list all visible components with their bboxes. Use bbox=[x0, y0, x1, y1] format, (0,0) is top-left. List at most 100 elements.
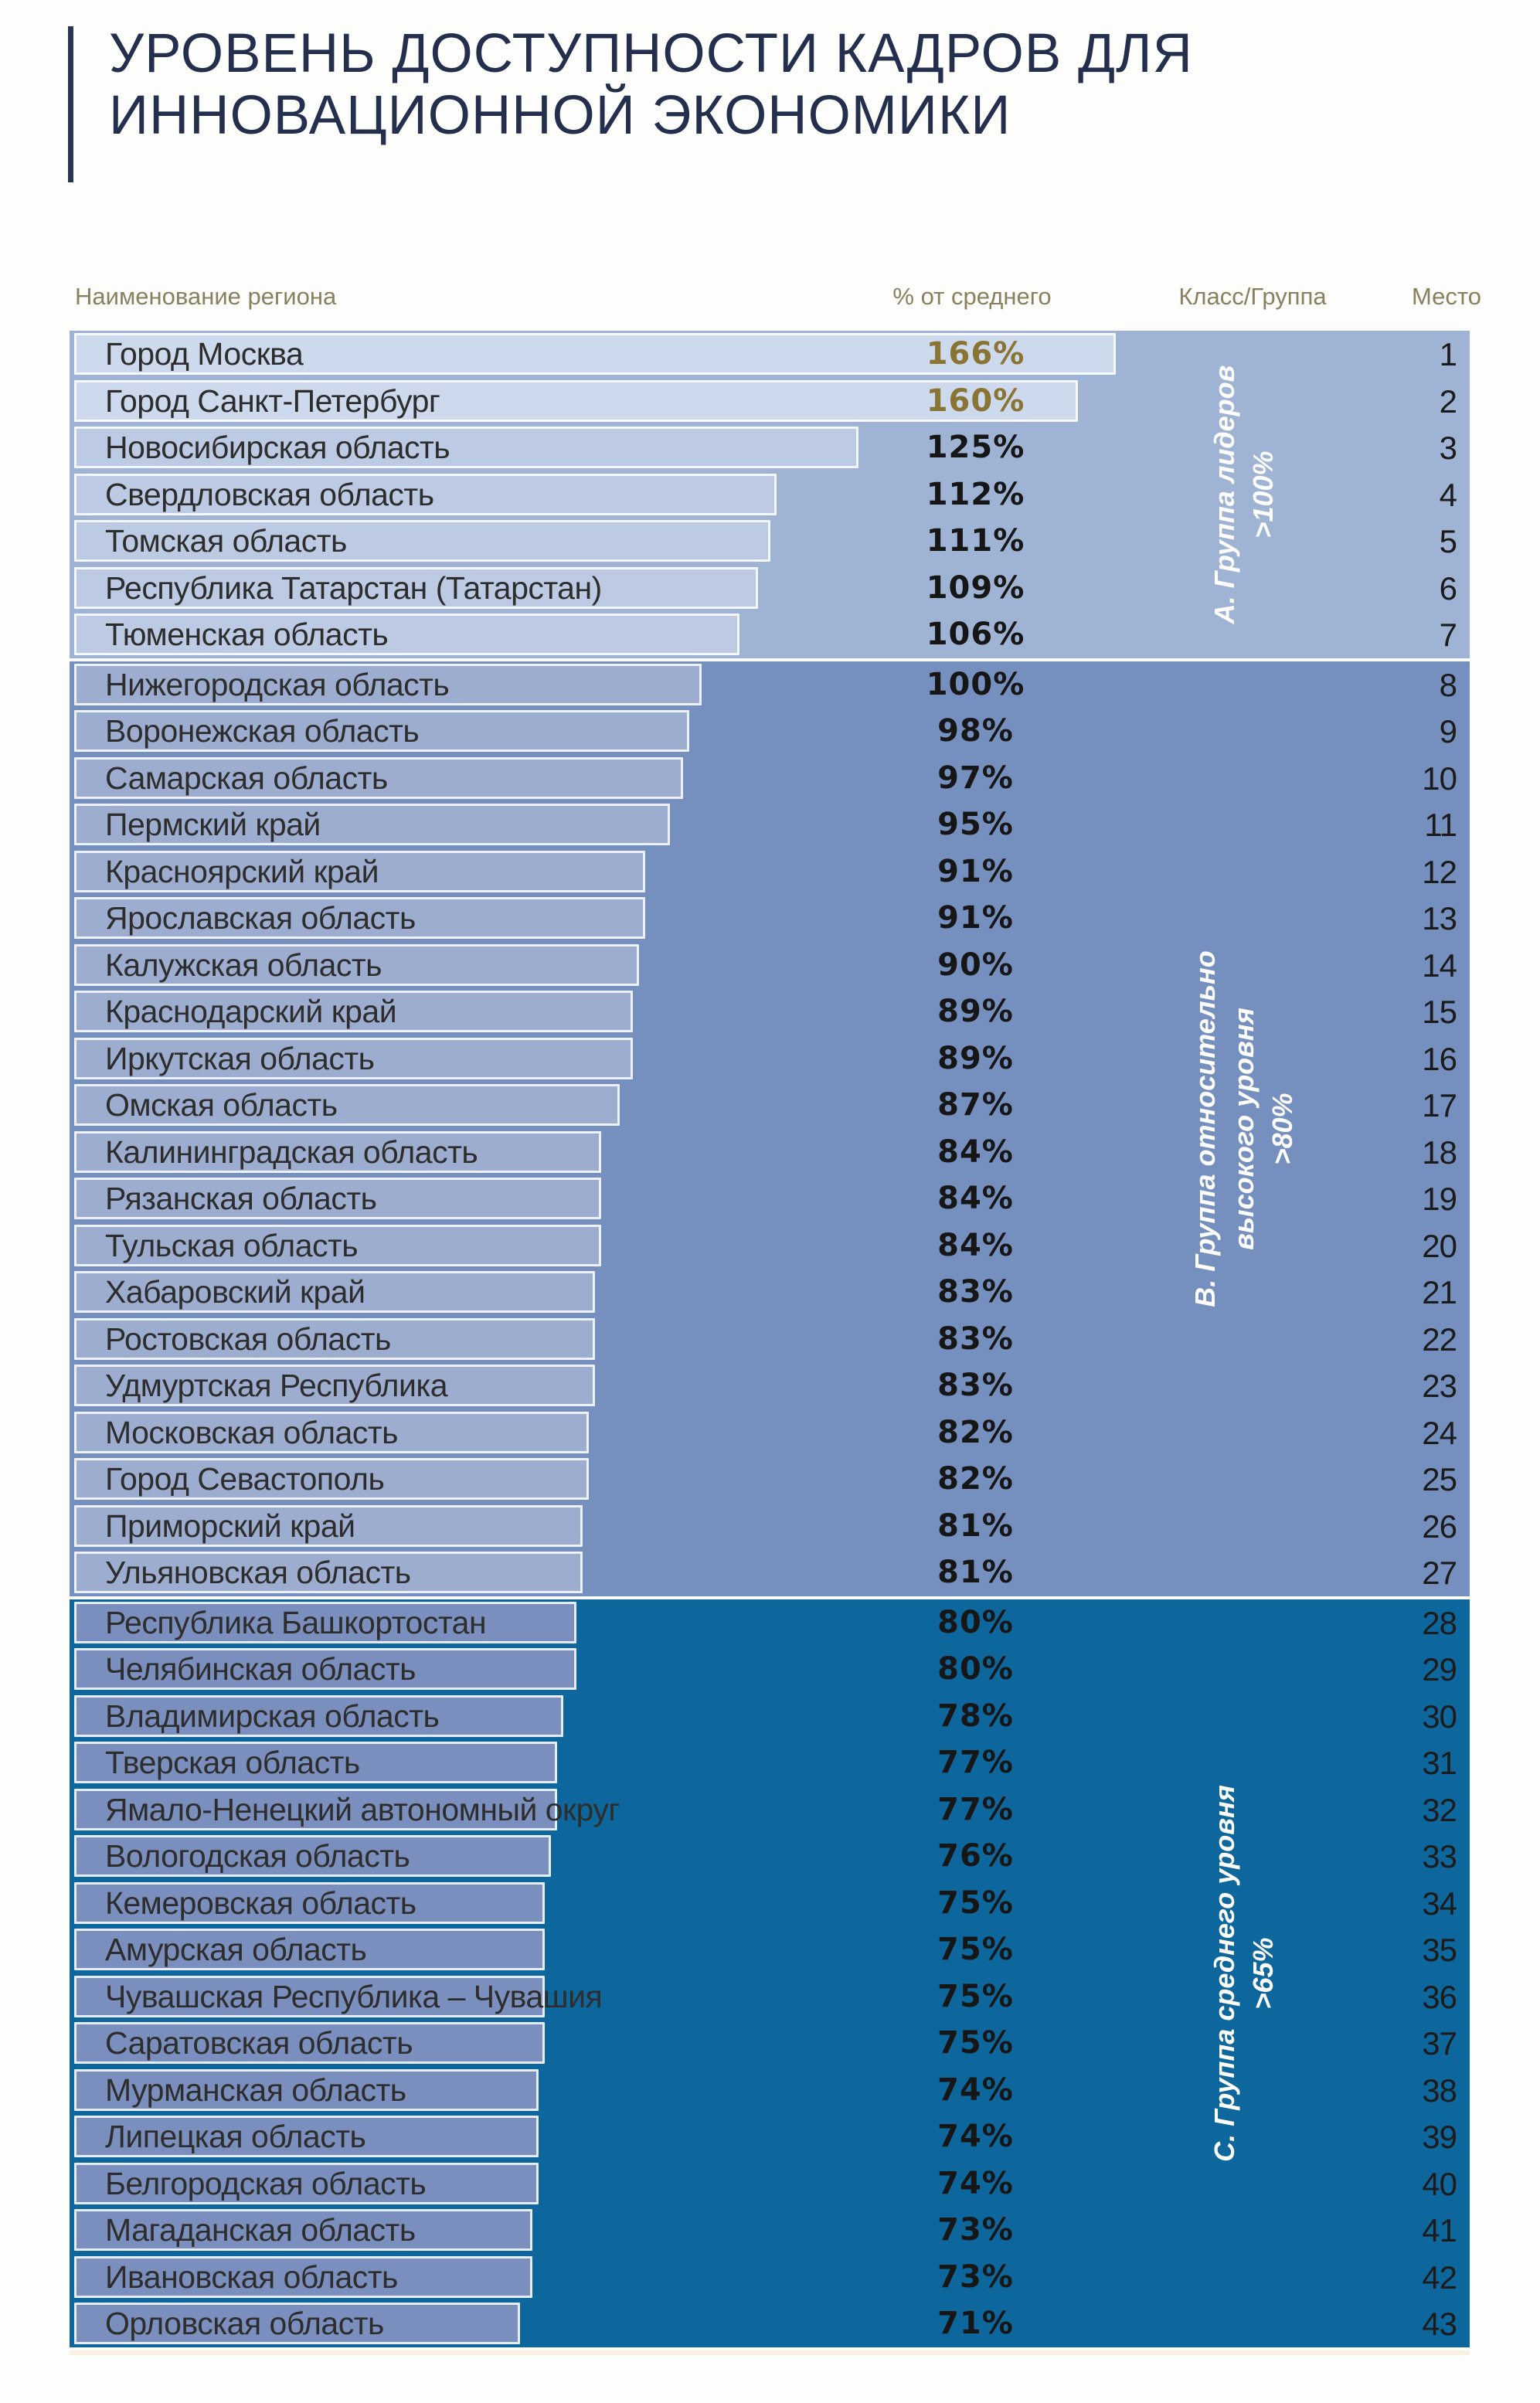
table-row: Город Москва 166% 1 bbox=[70, 331, 1470, 378]
region-name: Калининградская область bbox=[105, 1134, 478, 1170]
place-number: 35 bbox=[1422, 1932, 1457, 1968]
value-bar bbox=[74, 663, 702, 705]
percent-value: 83% bbox=[937, 1274, 1014, 1310]
percent-value: 91% bbox=[937, 900, 1014, 936]
region-name: Республика Башкортостан bbox=[105, 1604, 487, 1640]
percent-value: 84% bbox=[937, 1227, 1014, 1263]
percent-value: 74% bbox=[937, 2165, 1014, 2201]
table-row: Липецкая область 74% 39 bbox=[70, 2113, 1470, 2160]
place-number: 4 bbox=[1439, 476, 1457, 513]
value-bar bbox=[74, 2162, 539, 2204]
region-name: Тверская область bbox=[105, 1745, 360, 1780]
region-name: Ямало-Ненецкий автономный округ bbox=[105, 1791, 620, 1827]
value-bar bbox=[74, 1317, 595, 1360]
region-name: Удмуртская Республика bbox=[105, 1368, 448, 1403]
table-row: Республика Башкортостан 80% 28 bbox=[70, 1599, 1470, 1647]
place-number: 12 bbox=[1422, 853, 1457, 890]
percent-value: 77% bbox=[937, 1745, 1014, 1780]
region-name: Краснодарский край bbox=[105, 994, 397, 1029]
region-name: Чувашская Республика – Чувашия bbox=[105, 1978, 603, 2014]
table-row: Нижегородская область 100% 8 bbox=[70, 661, 1470, 709]
percent-value: 89% bbox=[937, 994, 1014, 1029]
value-bar bbox=[74, 1084, 620, 1126]
region-name: Московская область bbox=[105, 1414, 398, 1450]
region-name: Орловская область bbox=[105, 2306, 384, 2341]
value-bar bbox=[74, 1411, 589, 1453]
region-name: Свердловская область bbox=[105, 476, 434, 512]
region-name: Мурманская область bbox=[105, 2072, 406, 2108]
place-number: 2 bbox=[1439, 382, 1457, 420]
ranking-table: Город Москва 166% 1 Город Санкт-Петербур… bbox=[70, 331, 1470, 2355]
table-row: Новосибирская область 125% 3 bbox=[70, 424, 1470, 471]
value-bar bbox=[74, 991, 633, 1032]
place-number: 24 bbox=[1422, 1414, 1457, 1451]
percent-value: 112% bbox=[926, 476, 1025, 512]
place-number: 27 bbox=[1422, 1555, 1457, 1591]
table-row: Калужская область 90% 14 bbox=[70, 942, 1470, 989]
value-bar bbox=[74, 1601, 576, 1643]
value-bar bbox=[74, 1458, 589, 1500]
region-name: Белгородская область bbox=[105, 2165, 427, 2201]
table-row: Магаданская область 73% 41 bbox=[70, 2207, 1470, 2254]
table-row: Ростовская область 83% 22 bbox=[70, 1316, 1470, 1363]
region-name: Ульяновская область bbox=[105, 1555, 411, 1590]
column-header-place: Место bbox=[1411, 283, 1481, 310]
place-number: 15 bbox=[1422, 994, 1457, 1030]
region-name: Калужская область bbox=[105, 947, 382, 983]
percent-value: 75% bbox=[937, 1932, 1014, 1967]
value-bar bbox=[74, 897, 645, 939]
value-bar bbox=[74, 1835, 551, 1877]
region-name: Кемеровская область bbox=[105, 1885, 416, 1921]
percent-value: 97% bbox=[937, 760, 1014, 796]
value-bar bbox=[74, 2068, 539, 2111]
percent-value: 75% bbox=[937, 2025, 1014, 2061]
table-row: Тульская область 84% 20 bbox=[70, 1222, 1470, 1269]
place-number: 1 bbox=[1439, 336, 1457, 372]
percent-value: 106% bbox=[926, 617, 1025, 652]
region-name: Томская область bbox=[105, 523, 347, 559]
region-name: Хабаровский край bbox=[105, 1274, 365, 1310]
table-row: Тюменская область 106% 7 bbox=[70, 611, 1470, 658]
value-bar bbox=[74, 1552, 583, 1593]
value-bar bbox=[74, 2209, 532, 2251]
table-row: Воронежская область 98% 9 bbox=[70, 708, 1470, 755]
table-row: Красноярский край 91% 12 bbox=[70, 848, 1470, 896]
title-accent-bar bbox=[68, 26, 73, 182]
place-number: 14 bbox=[1422, 947, 1457, 984]
value-bar bbox=[74, 756, 683, 799]
table-row: Чувашская Республика – Чувашия 75% 36 bbox=[70, 1973, 1470, 2021]
table-row: Республика Татарстан (Татарстан) 109% 6 bbox=[70, 565, 1470, 612]
place-number: 11 bbox=[1424, 807, 1457, 843]
table-row: Мурманская область 74% 38 bbox=[70, 2067, 1470, 2114]
percent-value: 166% bbox=[926, 336, 1025, 372]
value-bar bbox=[74, 1694, 563, 1737]
place-number: 9 bbox=[1439, 713, 1457, 749]
percent-value: 77% bbox=[937, 1791, 1014, 1827]
region-name: Вологодская область bbox=[105, 1838, 410, 1874]
region-name: Город Москва bbox=[105, 336, 304, 372]
value-bar bbox=[74, 850, 645, 892]
value-bar bbox=[74, 1975, 545, 2017]
table-row: Саратовская область 75% 37 bbox=[70, 2020, 1470, 2067]
value-bar bbox=[74, 1788, 557, 1830]
value-bar bbox=[74, 2116, 539, 2157]
place-number: 23 bbox=[1422, 1368, 1457, 1404]
place-number: 26 bbox=[1422, 1507, 1457, 1545]
page-title: УРОВЕНЬ ДОСТУПНОСТИ КАДРОВ ДЛЯ ИННОВАЦИО… bbox=[109, 23, 1423, 147]
value-bar bbox=[74, 520, 770, 562]
region-name: Тульская область bbox=[105, 1227, 359, 1263]
table-row: Вологодская область 76% 33 bbox=[70, 1833, 1470, 1880]
percent-value: 74% bbox=[937, 2072, 1014, 2108]
value-bar bbox=[74, 943, 639, 986]
percent-value: 80% bbox=[937, 1604, 1014, 1640]
region-name: Ивановская область bbox=[105, 2259, 398, 2295]
percent-value: 76% bbox=[937, 1838, 1014, 1874]
percent-value: 75% bbox=[937, 1885, 1014, 1921]
table-row: Калининградская область 84% 18 bbox=[70, 1129, 1470, 1176]
region-name: Амурская область bbox=[105, 1932, 367, 1967]
table-row: Иркутская область 89% 16 bbox=[70, 1035, 1470, 1083]
table-row: Амурская область 75% 35 bbox=[70, 1926, 1470, 1973]
column-header-region: Наименование региона bbox=[75, 283, 337, 310]
percent-value: 98% bbox=[937, 713, 1014, 749]
